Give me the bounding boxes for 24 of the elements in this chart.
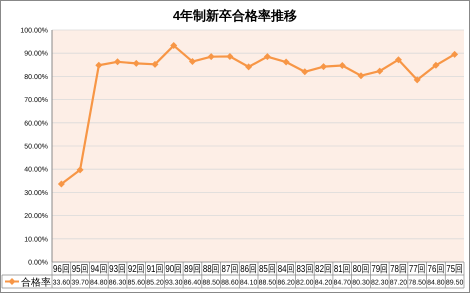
- point: [245, 63, 252, 70]
- chart-title: 4年制新卒合格率推移: [172, 8, 298, 23]
- point: [394, 56, 402, 64]
- point: [320, 63, 328, 70]
- point: [95, 62, 102, 69]
- x-tick-label: 75回: [446, 264, 468, 275]
- point: [152, 60, 158, 68]
- point: [338, 62, 346, 69]
- point: [301, 68, 308, 76]
- point: [114, 58, 122, 66]
- point: [76, 166, 84, 174]
- point: [432, 62, 440, 69]
- point: [451, 50, 458, 58]
- point: [264, 53, 271, 60]
- point: [58, 180, 65, 188]
- point: [376, 68, 384, 75]
- point: [132, 60, 140, 67]
- point: [414, 76, 421, 84]
- point: [208, 53, 215, 60]
- point: [358, 72, 364, 80]
- legend-label: 合格率: [21, 276, 51, 288]
- point: [188, 58, 196, 66]
- point: [282, 58, 290, 66]
- point: [170, 42, 178, 50]
